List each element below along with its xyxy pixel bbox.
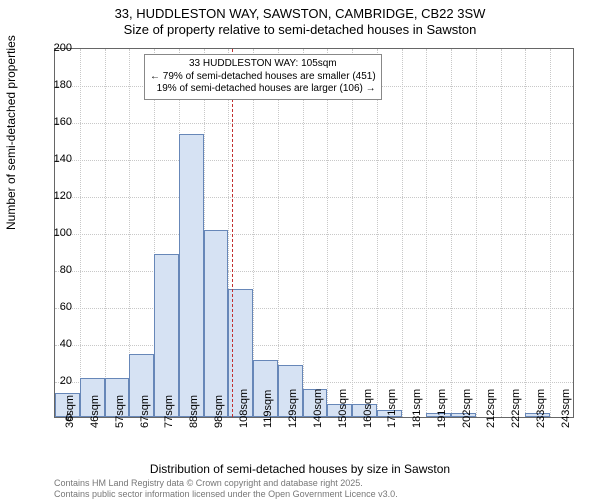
histogram-bar <box>154 254 179 417</box>
gridline-v <box>426 49 427 417</box>
y-tick-label: 80 <box>32 264 72 276</box>
chart-container: 33, HUDDLESTON WAY, SAWSTON, CAMBRIDGE, … <box>0 0 600 500</box>
annotation-line-2: ← 79% of semi-detached houses are smalle… <box>150 71 376 84</box>
title-line-2: Size of property relative to semi-detach… <box>124 22 477 37</box>
y-axis-label: Number of semi-detached properties <box>4 35 18 230</box>
gridline-h <box>55 271 573 272</box>
histogram-bar <box>179 134 204 417</box>
gridline-h <box>55 234 573 235</box>
gridline-h <box>55 308 573 309</box>
plot-wrap: 33 HUDDLESTON WAY: 105sqm ← 79% of semi-… <box>54 48 574 418</box>
gridline-h <box>55 345 573 346</box>
gridline-h <box>55 123 573 124</box>
y-tick-label: 100 <box>32 227 72 239</box>
footer-line-2: Contains public sector information licen… <box>54 489 398 499</box>
marker-line <box>232 49 233 417</box>
gridline-v <box>352 49 353 417</box>
annotation-line-1: 33 HUDDLESTON WAY: 105sqm <box>150 58 376 71</box>
title-line-1: 33, HUDDLESTON WAY, SAWSTON, CAMBRIDGE, … <box>115 6 486 21</box>
plot-area <box>54 48 574 418</box>
gridline-v <box>303 49 304 417</box>
y-tick-label: 20 <box>32 375 72 387</box>
x-axis-label: Distribution of semi-detached houses by … <box>0 462 600 476</box>
footer-attribution: Contains HM Land Registry data © Crown c… <box>54 478 398 499</box>
y-tick-label: 120 <box>32 190 72 202</box>
y-tick-label: 200 <box>32 42 72 54</box>
gridline-v <box>278 49 279 417</box>
gridline-v <box>80 49 81 417</box>
annotation-box: 33 HUDDLESTON WAY: 105sqm ← 79% of semi-… <box>144 54 382 100</box>
gridline-v <box>105 49 106 417</box>
footer-line-1: Contains HM Land Registry data © Crown c… <box>54 478 363 488</box>
gridline-v <box>451 49 452 417</box>
gridline-v <box>327 49 328 417</box>
y-tick-label: 160 <box>32 116 72 128</box>
gridline-v <box>377 49 378 417</box>
gridline-v <box>550 49 551 417</box>
gridline-h <box>55 197 573 198</box>
y-tick-label: 60 <box>32 301 72 313</box>
gridline-v <box>501 49 502 417</box>
gridline-h <box>55 160 573 161</box>
chart-title: 33, HUDDLESTON WAY, SAWSTON, CAMBRIDGE, … <box>0 0 600 39</box>
gridline-v <box>402 49 403 417</box>
y-tick-label: 40 <box>32 338 72 350</box>
histogram-bar <box>204 230 229 417</box>
annotation-line-3: 19% of semi-detached houses are larger (… <box>150 83 376 96</box>
gridline-v <box>525 49 526 417</box>
gridline-v <box>476 49 477 417</box>
y-tick-label: 140 <box>32 153 72 165</box>
y-tick-label: 180 <box>32 79 72 91</box>
